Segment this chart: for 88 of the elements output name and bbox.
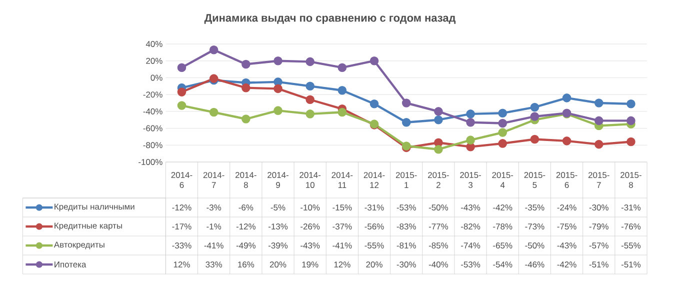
data-label: -35%: [525, 204, 544, 210]
y-tick-label: -20%: [143, 92, 162, 98]
data-label: -43%: [557, 242, 576, 248]
data-label: -49%: [236, 242, 256, 248]
data-label: -13%: [268, 224, 288, 230]
data-label: 20%: [366, 262, 382, 268]
y-tick-label: -60%: [143, 125, 162, 132]
x-tick-label: 2014-8: [236, 172, 256, 188]
legend-label: Кредиты наличными: [54, 204, 134, 212]
data-label: -24%: [557, 204, 576, 210]
data-label: -81%: [396, 242, 416, 248]
data-label: -43%: [300, 242, 320, 248]
legend-label: Ипотека: [54, 262, 86, 268]
x-tick-label: 2015-3: [460, 172, 481, 188]
data-label: 20%: [270, 262, 286, 268]
data-label: -26%: [300, 224, 320, 230]
data-label: -6%: [238, 204, 254, 210]
data-label: -55%: [364, 242, 384, 248]
data-label: -31%: [621, 204, 641, 210]
x-tick-label: 2014-9: [268, 172, 288, 188]
data-label: -82%: [461, 224, 480, 230]
x-tick-label: 2014-11: [332, 172, 353, 188]
data-label: -33%: [172, 242, 192, 248]
data-label: 12%: [174, 262, 190, 268]
chart-title: Динамика выдач по сравнению с годом назад: [204, 14, 456, 24]
x-tick-label: 2015-1: [396, 172, 417, 188]
y-tick-label: 0%: [150, 74, 162, 81]
data-label: -51%: [621, 262, 641, 268]
data-label: -1%: [206, 224, 222, 230]
x-tick-label: 2014-7: [203, 172, 224, 188]
x-tick-label: 2015-6: [556, 172, 578, 188]
data-label: -17%: [172, 224, 192, 230]
data-label: -56%: [364, 224, 384, 230]
data-label: -76%: [621, 224, 641, 230]
data-label: -31%: [364, 204, 384, 210]
data-label: -30%: [396, 262, 416, 268]
x-tick-label: 2015-2: [428, 172, 449, 188]
data-label: -10%: [300, 204, 320, 210]
y-tick-label: -80%: [143, 142, 162, 148]
data-label: -50%: [525, 242, 544, 248]
data-label: -5%: [270, 204, 286, 210]
data-label: -41%: [332, 242, 352, 248]
data-label: -15%: [332, 204, 352, 210]
data-label: -53%: [461, 262, 480, 268]
data-label: -73%: [525, 224, 544, 230]
y-tick-label: -100%: [138, 159, 162, 165]
data-label: -30%: [589, 204, 608, 210]
data-label: -75%: [557, 224, 576, 230]
x-tick-label: 2015-5: [524, 172, 546, 188]
data-label: -41%: [204, 242, 224, 248]
data-label: -77%: [428, 224, 448, 230]
data-label: -12%: [172, 204, 192, 210]
y-tick-label: 40%: [146, 41, 162, 47]
data-label: 19%: [302, 262, 318, 268]
data-label: -46%: [525, 262, 544, 268]
data-label: 33%: [206, 262, 222, 268]
legend-label: Кредитные карты: [54, 222, 122, 230]
data-label: -53%: [396, 204, 416, 210]
data-label: -42%: [493, 204, 512, 210]
x-tick-label: 2014-12: [364, 172, 385, 188]
data-label: -65%: [493, 242, 512, 248]
data-label: -3%: [206, 204, 222, 210]
data-label: -83%: [396, 224, 416, 230]
data-label: -12%: [236, 224, 256, 230]
data-label: -54%: [493, 262, 512, 268]
legend-label: Автокредиты: [54, 242, 104, 250]
x-tick-label: 2015-4: [492, 172, 514, 188]
x-tick-label: 2015-7: [588, 172, 610, 188]
data-label: 12%: [334, 262, 350, 268]
x-tick-label: 2015-8: [620, 172, 642, 188]
data-label: -55%: [621, 242, 641, 248]
data-label: -78%: [493, 224, 512, 230]
data-label: -57%: [589, 242, 608, 248]
data-label: -79%: [589, 224, 608, 230]
x-tick-label: 2014-10: [300, 172, 321, 188]
data-label: -42%: [557, 262, 576, 268]
y-tick-label: -40%: [143, 108, 162, 114]
data-label: -50%: [428, 204, 448, 210]
data-label: -85%: [428, 242, 448, 248]
data-label: -39%: [268, 242, 288, 248]
data-label: 16%: [238, 262, 254, 268]
data-label: -43%: [461, 204, 480, 210]
data-label: -74%: [461, 242, 480, 248]
x-tick-label: 2014-6: [171, 172, 192, 188]
y-tick-label: 20%: [146, 58, 162, 64]
data-label: -51%: [589, 262, 608, 268]
data-label: -37%: [332, 224, 352, 230]
data-label: -40%: [428, 262, 448, 268]
